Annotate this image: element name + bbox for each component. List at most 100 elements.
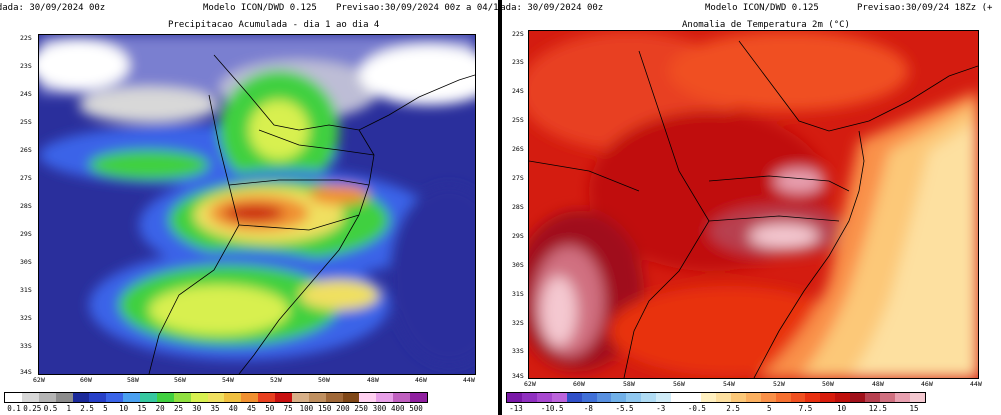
colorbar-label: 100 <box>299 404 314 413</box>
colorbar-swatch <box>656 393 672 402</box>
colorbar-swatch <box>596 393 612 402</box>
lat-tick: 27S <box>20 174 32 182</box>
colorbar-swatch <box>72 393 90 402</box>
lon-tick: 52W <box>773 380 785 388</box>
colorbar-label: -10.5 <box>540 404 564 413</box>
colorbar-label: 200 <box>336 404 350 413</box>
lon-tick: 62W <box>524 380 536 388</box>
colorbar-label: -13 <box>509 404 523 413</box>
colorbar-label: 12.5 <box>868 404 887 413</box>
colorbar-swatch <box>880 393 895 402</box>
lon-tick: 60W <box>80 376 92 384</box>
colorbar-swatch <box>106 393 124 402</box>
model-label: Modelo ICON/DWD 0.125 <box>705 3 819 13</box>
lat-tick: 33S <box>512 347 524 355</box>
colorbar-swatch <box>521 393 537 402</box>
lat-tick: 26S <box>512 145 524 153</box>
colorbar-swatch <box>611 393 627 402</box>
colorbar-swatch <box>686 393 701 402</box>
lat-tick: 28S <box>20 202 32 210</box>
run-date-label: Rodada: 30/09/2024 00z <box>502 3 604 13</box>
colorbar-swatch <box>551 393 567 402</box>
colorbar-swatch <box>865 393 881 402</box>
precipitation-panel: Rodada: 30/09/2024 00z Modelo ICON/DWD 0… <box>0 0 498 415</box>
lat-tick: 24S <box>512 87 524 95</box>
colorbar-swatch <box>581 393 597 402</box>
colorbar-swatch <box>790 393 806 402</box>
lon-tick: 48W <box>872 380 884 388</box>
lat-tick: 28S <box>512 203 524 211</box>
colorbar-swatch <box>536 393 552 402</box>
colorbar-swatch <box>291 393 309 402</box>
lat-tick: 27S <box>512 174 524 182</box>
colorbar-swatch <box>909 393 925 402</box>
colorbar-swatch <box>745 393 761 402</box>
colorbar-label: 1 <box>66 404 72 413</box>
lon-tick: 60W <box>573 380 585 388</box>
colorbar-swatch <box>393 393 410 402</box>
temperature-anomaly-panel: Rodada: 30/09/2024 00z Modelo ICON/DWD 0… <box>502 0 1001 415</box>
colorbar-swatch <box>700 393 716 402</box>
lat-tick: 24S <box>20 90 32 98</box>
lat-tick: 23S <box>20 62 32 70</box>
lon-tick: 52W <box>270 376 282 384</box>
colorbar-label: 0.25 <box>23 404 42 413</box>
colorbar-label: 10 <box>119 404 129 413</box>
lat-tick: 33S <box>20 342 32 350</box>
colorbar-label: 150 <box>317 404 332 413</box>
colorbar-label: 35 <box>210 404 220 413</box>
colorbar-swatch <box>55 393 73 402</box>
colorbar-swatch <box>156 393 174 402</box>
colorbar-label: 25 <box>173 404 183 413</box>
run-date-label: Rodada: 30/09/2024 00z <box>0 3 106 13</box>
colorbar-label: -0.5 <box>687 404 706 413</box>
lon-tick: 46W <box>921 380 933 388</box>
colorbar-swatch <box>38 393 56 402</box>
colorbar-swatch <box>507 393 522 402</box>
colorbar-label: 45 <box>247 404 257 413</box>
colorbar-label: -5.5 <box>615 404 634 413</box>
lon-tick: 44W <box>970 380 982 388</box>
colorbar-swatch <box>207 393 225 402</box>
lat-tick: 32S <box>20 314 32 322</box>
lat-tick: 26S <box>20 146 32 154</box>
colorbar-swatch <box>850 393 866 402</box>
colorbar-label: 5 <box>103 404 108 413</box>
temperature-anomaly-colorbar <box>506 392 926 403</box>
lon-tick: 50W <box>318 376 330 384</box>
lat-tick: 30S <box>512 261 524 269</box>
colorbar-label: 40 <box>228 404 238 413</box>
colorbar-label: 5 <box>767 404 772 413</box>
colorbar-label: 2.5 <box>726 404 740 413</box>
colorbar-swatch <box>89 393 107 402</box>
lon-tick: 46W <box>415 376 427 384</box>
lat-tick: 32S <box>512 319 524 327</box>
lat-tick: 22S <box>20 34 32 42</box>
colorbar-swatch <box>241 393 259 402</box>
lon-tick: 44W <box>463 376 475 384</box>
colorbar-swatch <box>820 393 836 402</box>
colorbar-label: 500 <box>409 404 423 413</box>
colorbar-swatch <box>359 393 377 402</box>
lat-tick: 29S <box>512 232 524 240</box>
colorbar-swatch <box>376 393 394 402</box>
colorbar-swatch <box>173 393 191 402</box>
colorbar-swatch <box>715 393 731 402</box>
colorbar-swatch <box>308 393 326 402</box>
colorbar-label: 10 <box>837 404 847 413</box>
lat-tick: 31S <box>20 286 32 294</box>
colorbar-swatch <box>410 393 427 402</box>
lon-tick: 58W <box>127 376 139 384</box>
colorbar-label: 2.5 <box>80 404 94 413</box>
map-title: Precipitacao Acumulada - dia 1 ao dia 4 <box>168 20 380 30</box>
colorbar-label: -8 <box>583 404 593 413</box>
colorbar-swatch <box>566 393 582 402</box>
forecast-period-label: Previsao:30/09/24 18Zz (+ <box>857 3 993 13</box>
colorbar-swatch <box>190 393 208 402</box>
colorbar-swatch <box>730 393 746 402</box>
colorbar-swatch <box>894 393 910 402</box>
lon-tick: 54W <box>222 376 234 384</box>
colorbar-label: 7.5 <box>798 404 813 413</box>
colorbar-swatch <box>626 393 642 402</box>
colorbar-swatch <box>5 393 22 402</box>
